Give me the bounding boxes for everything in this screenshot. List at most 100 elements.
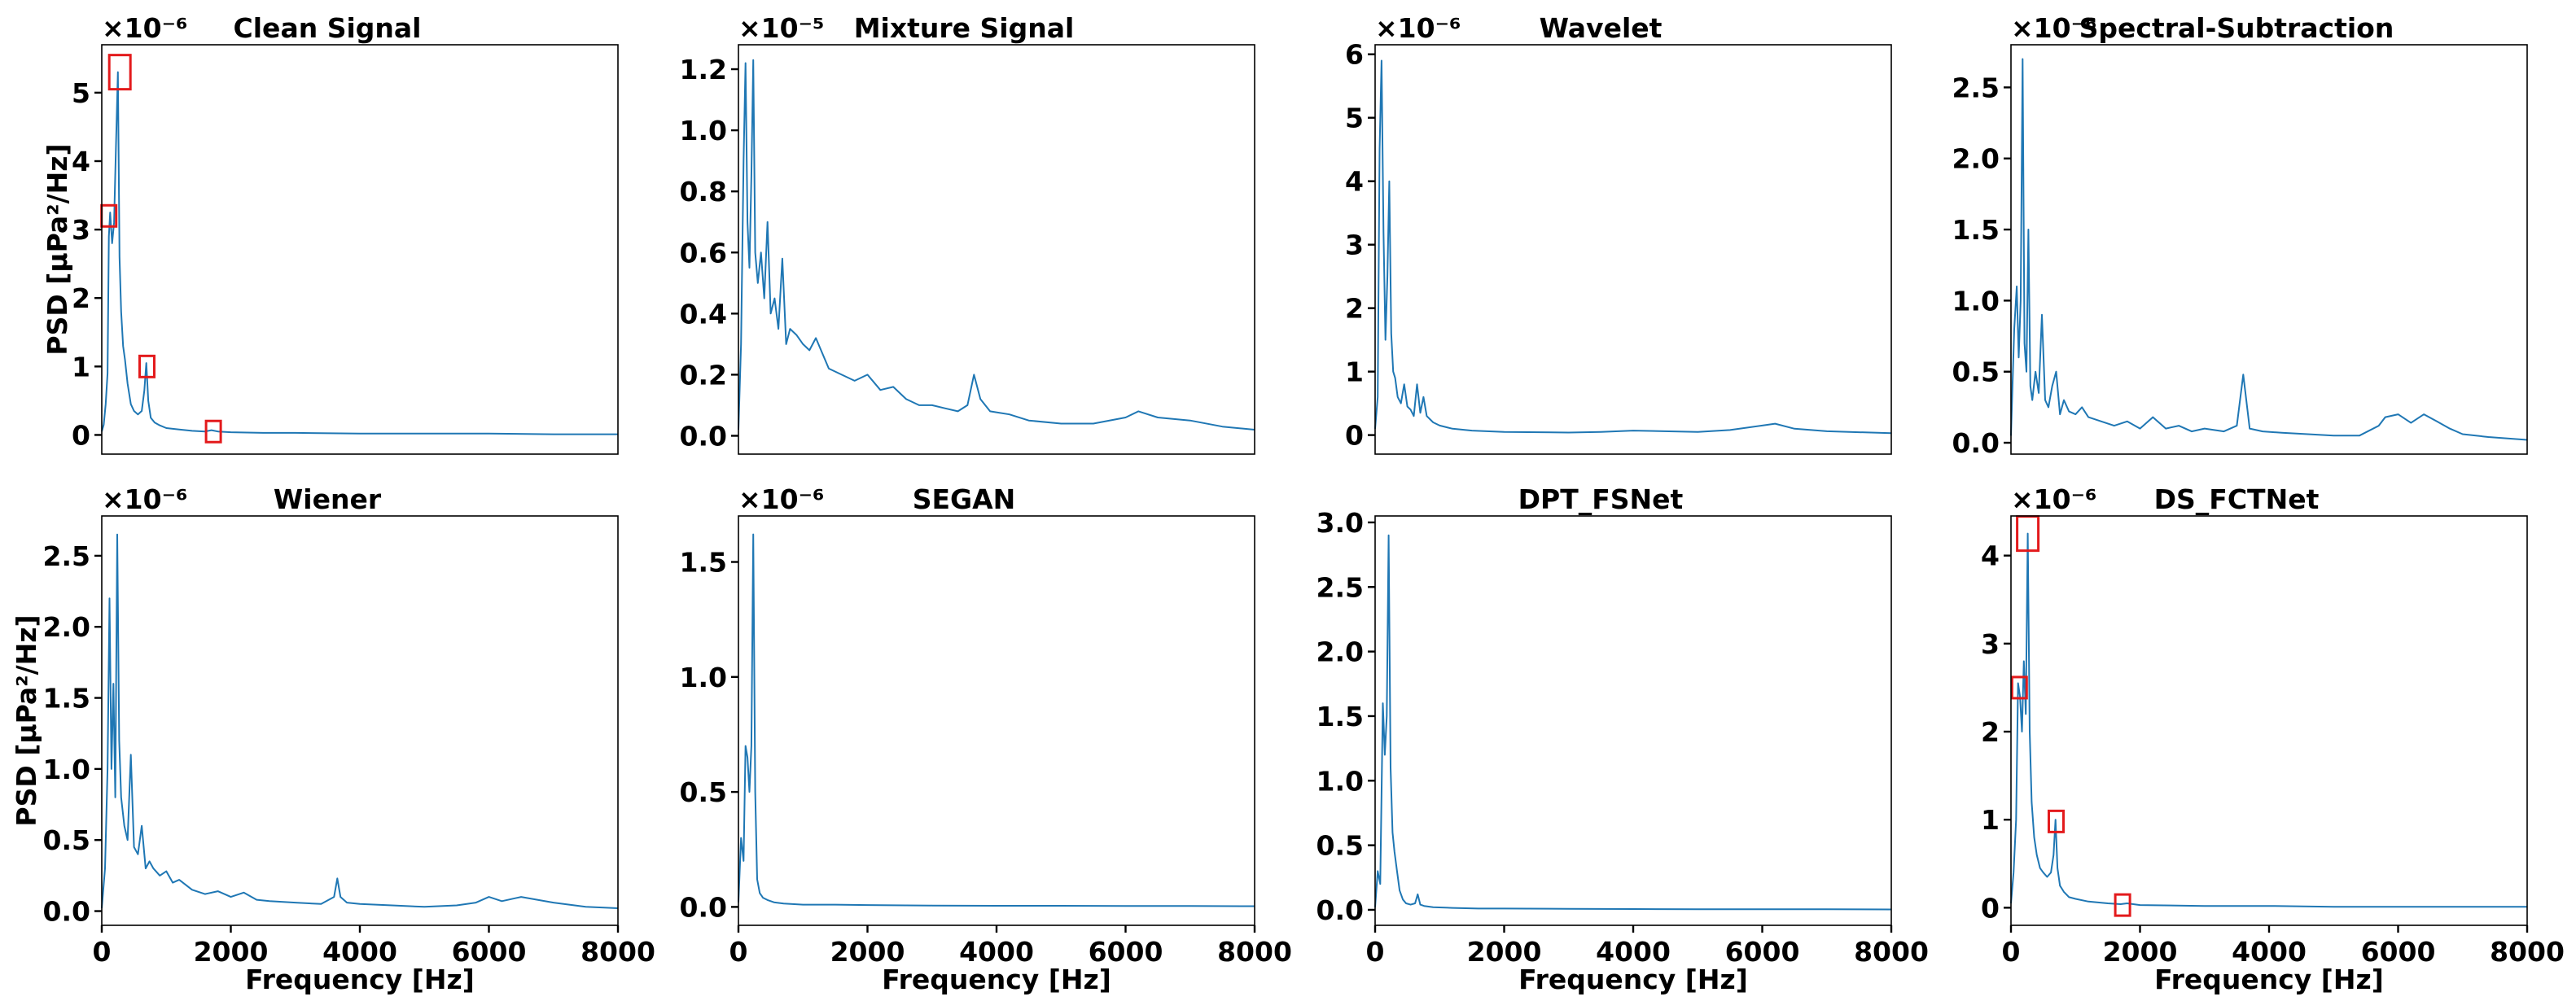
subplot-wiener: Wiener ×10⁻⁶ 0.0 0.5 1.0 1.5 2.0 2.5 0 2000 4000 60… (11, 483, 655, 995)
psd-line (1374, 534, 1892, 911)
axes-frame (1374, 515, 1892, 926)
y-tick-label: 2.5 (1952, 72, 2000, 103)
psd-line (2010, 58, 2528, 441)
x-tick-label: 2000 (194, 936, 269, 968)
x-tick-label: 2000 (1467, 936, 1542, 968)
x-axis-label: Frequency [Hz] (1518, 964, 1748, 995)
y-tick-label: 0.4 (680, 298, 727, 330)
subplot-title: Clean Signal (234, 12, 422, 44)
y-tick-label: 0.8 (680, 176, 727, 208)
peak-highlight-box (107, 54, 132, 91)
x-tick-label: 8000 (1217, 936, 1292, 968)
x-tick-label: 6000 (452, 936, 527, 968)
y-tick-label: 3 (72, 214, 90, 246)
subplot-title: Wiener (274, 483, 382, 515)
axes-frame (101, 515, 619, 926)
y-tick-label: 1 (72, 351, 90, 382)
axes-frame (101, 44, 619, 455)
y-tick-label: 0.0 (43, 896, 90, 928)
peak-highlight-box (2010, 675, 2028, 700)
peak-highlight-box (2114, 893, 2131, 917)
y-tick-label: 2 (1345, 293, 1364, 325)
y-offset-text: ×10⁻⁶ (738, 483, 824, 515)
y-tick-label: 1.5 (1952, 214, 2000, 246)
y-tick-label: 3 (1345, 229, 1364, 261)
psd-line (738, 59, 1255, 431)
y-tick-label: 2.5 (43, 540, 90, 572)
y-tick-label: 1.0 (680, 115, 727, 146)
y-offset-text: ×10⁻⁶ (1375, 12, 1461, 44)
y-tick-label: 1.5 (680, 547, 727, 579)
y-tick-label: 4 (72, 146, 90, 177)
x-axis-label: Frequency [Hz] (245, 964, 475, 995)
subplot-mixture-signal: Mixture Signal ×10⁻⁵ 0.0 0.2 0.4 0.6 0.8 1.0 1.2 (680, 12, 1255, 455)
x-tick-label: 4000 (959, 936, 1034, 968)
psd-line (101, 71, 618, 435)
y-tick-label: 1.0 (680, 662, 727, 693)
peak-highlight-box (2047, 809, 2065, 833)
x-tick-label: 4000 (322, 936, 397, 968)
y-tick-label: 0 (1981, 892, 2000, 924)
subplot-ds-fctnet: DS_FCTNet ×10⁻⁶ 0 1 2 3 4 0 2000 4000 6000 8000 Freq… (1981, 483, 2565, 995)
peak-highlight-box (204, 419, 222, 444)
axes-frame (2010, 44, 2528, 455)
y-tick-label: 2.0 (1316, 636, 1364, 668)
subplot-title: Mixture Signal (854, 12, 1075, 44)
axes-frame (738, 44, 1255, 455)
y-tick-label: 1.5 (43, 683, 90, 715)
psd-line (1374, 59, 1892, 435)
y-tick-label: 0.0 (1952, 427, 2000, 459)
axes-frame (2010, 515, 2528, 926)
y-offset-text: ×10⁻⁶ (2011, 483, 2096, 515)
subplot-wavelet: Wavelet ×10⁻⁶ 0 1 2 3 4 5 6 (1345, 12, 1892, 455)
x-tick-label: 4000 (1596, 936, 1671, 968)
y-tick-label: 3 (1981, 628, 2000, 660)
subplot-title: Wavelet (1540, 12, 1663, 44)
y-tick-label: 0.5 (680, 776, 727, 808)
y-tick-label: 1.5 (1316, 701, 1364, 732)
y-tick-label: 0.0 (680, 420, 727, 452)
x-tick-label: 0 (93, 936, 112, 968)
y-tick-label: 4 (1981, 540, 2000, 572)
psd-line (101, 533, 619, 909)
y-tick-label: 2.5 (1316, 571, 1364, 603)
y-tick-label: 0 (72, 419, 90, 451)
x-tick-label: 8000 (580, 936, 655, 968)
y-tick-label: 4 (1345, 166, 1364, 198)
y-tick-label: 1.0 (1952, 285, 2000, 317)
x-tick-label: 8000 (1854, 936, 1929, 968)
y-offset-text: ×10⁻⁶ (102, 483, 187, 515)
y-tick-label: 2.0 (43, 611, 90, 643)
subplot-segan: SEGAN ×10⁻⁶ 0.0 0.5 1.0 1.5 0 2000 4000 6000 8000 F… (680, 483, 1292, 995)
subplot-clean-signal: Clean Signal ×10⁻⁶ 0 1 2 3 4 5 PSD [μPa²/Hz] (42, 12, 619, 455)
y-tick-label: 1.2 (680, 54, 727, 85)
y-tick-label: 2 (72, 282, 90, 314)
x-tick-label: 8000 (2490, 936, 2565, 968)
y-tick-label: 1 (1981, 804, 2000, 836)
y-tick-label: 5 (1345, 103, 1364, 134)
x-tick-label: 2000 (830, 936, 905, 968)
y-tick-label: 2.0 (1952, 143, 2000, 175)
y-tick-label: 1.0 (1316, 765, 1364, 797)
x-tick-label: 0 (729, 936, 748, 968)
y-tick-label: 0.5 (43, 824, 90, 856)
x-tick-label: 2000 (2103, 936, 2178, 968)
x-tick-label: 6000 (1089, 936, 1163, 968)
x-tick-label: 6000 (1725, 936, 1800, 968)
y-tick-label: 5 (72, 77, 90, 109)
x-tick-label: 6000 (2361, 936, 2436, 968)
axes-frame (738, 515, 1255, 926)
x-tick-label: 0 (2002, 936, 2021, 968)
y-tick-label: 6 (1345, 39, 1364, 71)
psd-line (738, 533, 1255, 907)
y-tick-label: 2 (1981, 716, 2000, 748)
subplot-title: Spectral-Subtraction (2079, 12, 2394, 44)
subplot-title: SEGAN (913, 483, 1016, 515)
y-axis-label: PSD [μPa²/Hz] (11, 614, 42, 826)
x-axis-label: Frequency [Hz] (882, 964, 1111, 995)
x-tick-label: 4000 (2232, 936, 2307, 968)
y-tick-label: 3.0 (1316, 507, 1364, 539)
y-tick-label: 0.2 (680, 359, 727, 391)
y-tick-label: 0.0 (680, 891, 727, 923)
